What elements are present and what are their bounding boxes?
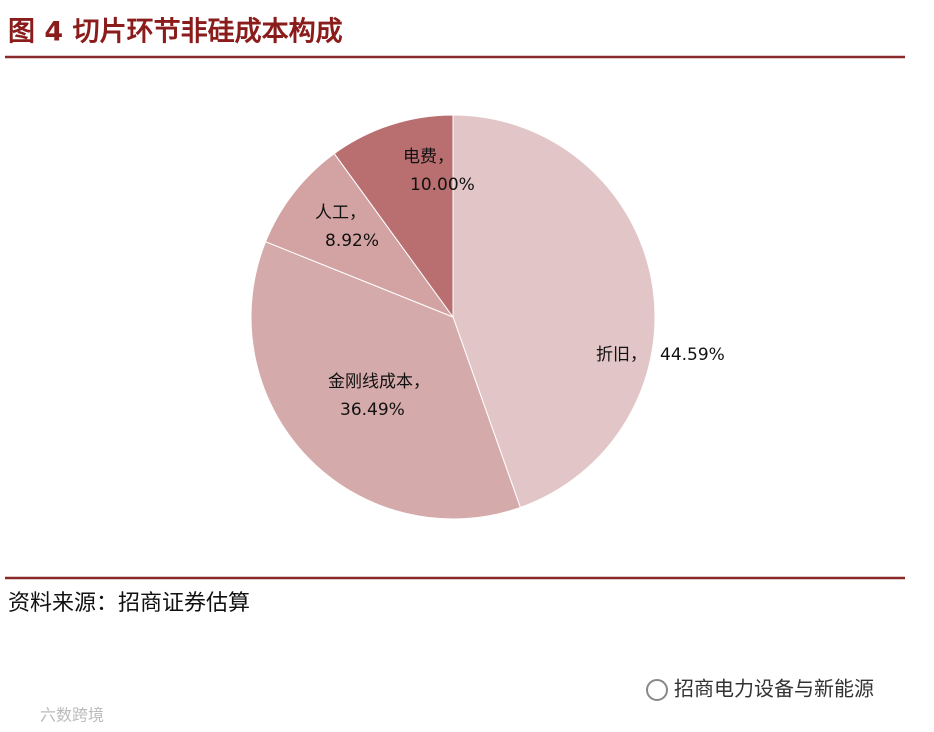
slice-label: 折旧，	[596, 345, 647, 365]
source: 资料来源：招商证券估算	[8, 591, 250, 616]
slice-label: 电费，	[403, 147, 454, 167]
slice	[452, 114, 656, 509]
slice	[250, 241, 521, 520]
value-label: 10.00%	[410, 175, 475, 195]
value-label: 36.49%	[340, 400, 405, 420]
wechat-icon	[646, 679, 668, 701]
value-label: 44.59%	[660, 345, 725, 365]
slice-label: 人工，	[315, 203, 366, 223]
slice	[264, 152, 455, 319]
slice	[333, 114, 454, 319]
value-label: 8.92%	[325, 231, 379, 251]
watermark: 招商电力设备与新能源	[674, 677, 874, 701]
chart-title: 图 4 切片环节非硅成本构成	[8, 17, 343, 48]
slice-label: 金刚线成本，	[328, 372, 430, 392]
watermark: 六数跨境	[40, 706, 104, 725]
